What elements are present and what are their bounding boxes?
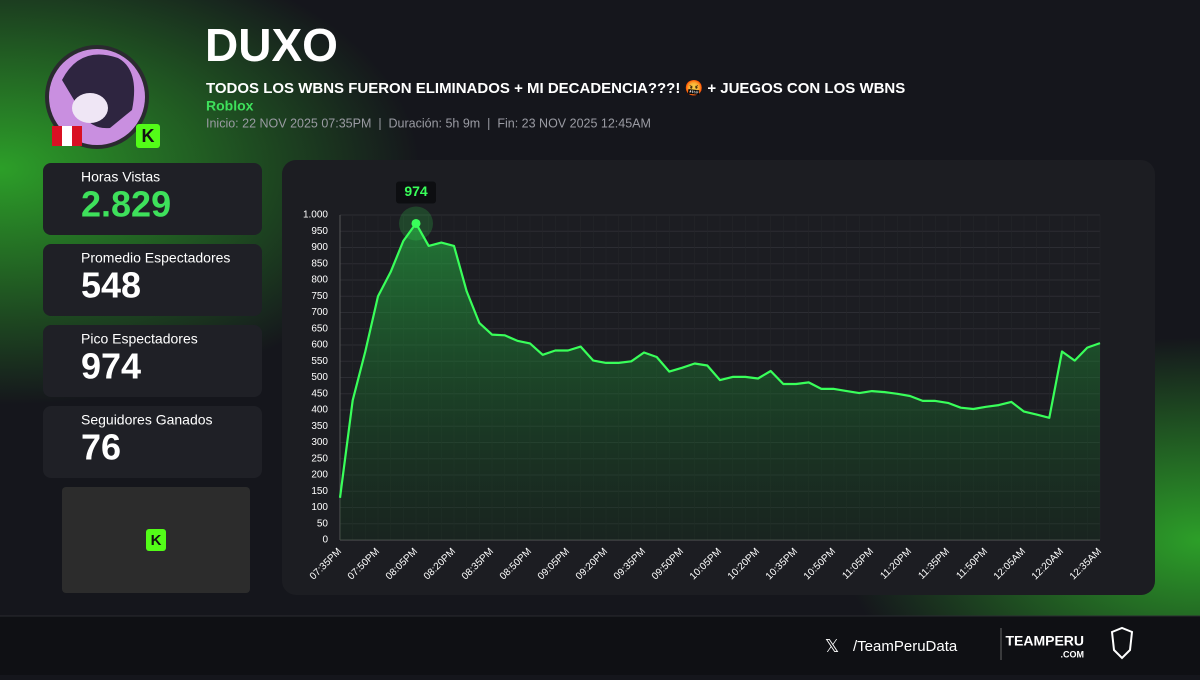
y-tick-label: 250 (311, 453, 328, 464)
stat-label: Pico Espectadores (81, 331, 198, 347)
stat-card (43, 325, 262, 397)
footer (0, 616, 1200, 675)
stat-card (43, 406, 262, 478)
y-tick-label: 450 (311, 388, 328, 399)
line (338, 222, 1101, 498)
stat-value: 548 (81, 265, 141, 306)
y-tick-label: 550 (311, 356, 328, 367)
y-tick-label: 400 (311, 405, 328, 416)
stat-label: Seguidores Ganados (81, 412, 213, 428)
kick-icon: K (151, 532, 162, 549)
y-tick-label: 1.000 (303, 210, 328, 221)
y-tick-label: 500 (311, 372, 328, 383)
stream-title: TODOS LOS WBNS FUERON ELIMINADOS + MI DE… (206, 79, 905, 97)
y-tick-label: 850 (311, 258, 328, 269)
y-tick-label: 300 (311, 437, 328, 448)
brand-shield (1110, 626, 1134, 660)
y-tick-label: 50 (317, 518, 329, 529)
stat-value: 974 (81, 346, 141, 387)
stat-value: 2.829 (81, 184, 171, 225)
stat-card (43, 163, 262, 235)
y-tick-label: 200 (311, 470, 328, 481)
stats: Horas Vistas 2.829 Promedio Espectadores… (43, 163, 262, 478)
y-tick-label: 900 (311, 242, 328, 253)
y-tick-label: 800 (311, 275, 328, 286)
y-tick-label: 350 (311, 421, 328, 432)
stream-meta: Inicio: 22 NOV 2025 07:35PM | Duración: … (206, 116, 651, 130)
y-tick-label: 950 (311, 226, 328, 237)
peak-label-box (396, 181, 436, 204)
kick-icon (146, 529, 166, 551)
area (340, 223, 1100, 540)
flag (52, 126, 62, 146)
peak-marker (411, 218, 421, 228)
y-tick-label: 600 (311, 340, 328, 351)
stat-card (43, 244, 262, 316)
flag (72, 126, 82, 146)
brand: TEAMPERU (1005, 633, 1084, 649)
y-tick-label: 100 (311, 502, 328, 513)
brand-sub: .COM (1061, 649, 1085, 659)
y-tick-label: 750 (311, 291, 328, 302)
stat-label: Promedio Espectadores (81, 250, 230, 266)
kick-icon (136, 124, 160, 148)
kick-icon: K (142, 126, 155, 146)
game: Roblox (206, 98, 254, 114)
peak-label: 974 (404, 183, 428, 199)
stat-label: Horas Vistas (81, 169, 160, 185)
avatar-face (72, 93, 108, 123)
y-tick-label: 650 (311, 323, 328, 334)
y-tick-label: 150 (311, 486, 328, 497)
social-handle[interactable]: /TeamPeruData (853, 638, 958, 655)
stat-value: 76 (81, 427, 121, 468)
channel-name: DUXO (205, 19, 338, 71)
x-logo: 𝕏 (825, 636, 840, 656)
y-tick-label: 0 (322, 535, 328, 546)
y-tick-label: 700 (311, 307, 328, 318)
